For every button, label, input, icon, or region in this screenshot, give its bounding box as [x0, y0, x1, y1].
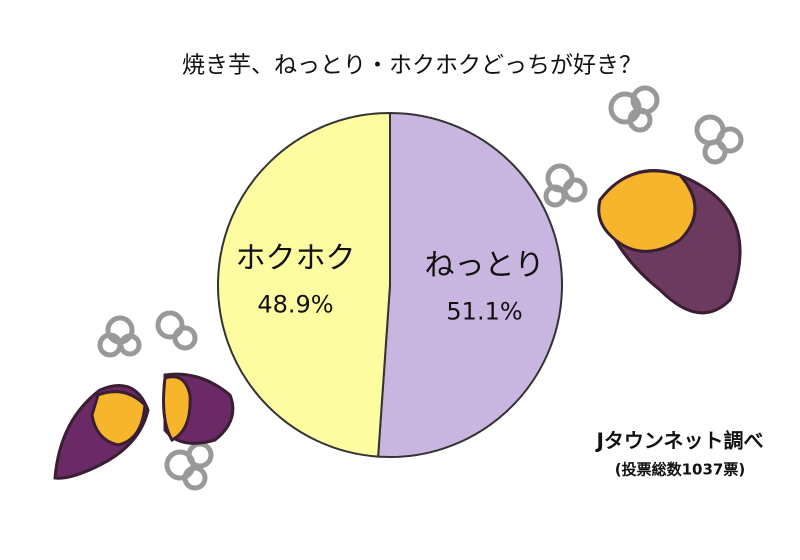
slice-label: ねっとり	[425, 248, 545, 283]
pie-slice	[217, 111, 391, 458]
note: (投票総数1037票)	[615, 461, 745, 479]
source: Jタウンネット調べ	[594, 429, 763, 453]
illustration-right	[543, 85, 744, 315]
value-label: 51.1%	[446, 297, 522, 325]
value-label: 48.9%	[257, 291, 333, 319]
pie: ねっとり 51.1% ホクホク 48.9%	[217, 111, 564, 458]
chart-title: 焼き芋、ねっとり・ホクホクどっちが好き？	[182, 53, 642, 79]
slice-label: ホクホク	[235, 241, 355, 276]
pie-slice	[377, 111, 564, 458]
illustration-left	[53, 310, 235, 491]
